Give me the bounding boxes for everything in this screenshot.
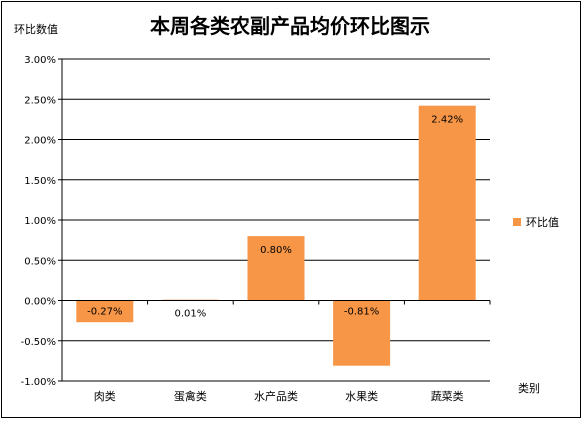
x-tick-label: 肉类 (94, 389, 116, 403)
bar (333, 300, 391, 366)
y-tick-labels: -1.00% -0.50% 0.00% 0.50% 1.00% 1.50% 2.00% 2.5… (21, 55, 56, 388)
data-labels: -0.27% 0.01% 0.80% -0.81% 2.42% (87, 115, 463, 320)
x-tick-label: 水产品类 (254, 389, 298, 403)
x-tick-labels: 肉类 蛋禽类 水产品类 水果类 蔬菜类 (94, 389, 464, 403)
y-tick-label: 0.00% (24, 297, 56, 308)
data-label: 0.80% (260, 245, 292, 256)
y-tick-label: 1.00% (24, 216, 56, 227)
legend-label: 环比值 (526, 216, 559, 229)
x-axis-label: 类别 (518, 381, 540, 395)
legend: 环比值 (513, 216, 559, 229)
y-tick-label: 3.00% (24, 55, 56, 66)
chart-title: 本周各类农副产品均价环比图示 (150, 14, 430, 38)
data-label: -0.27% (87, 307, 122, 318)
y-axis-label: 环比数值 (14, 23, 58, 36)
y-tick-label: 2.50% (24, 95, 56, 106)
axes (61, 59, 491, 381)
bar-group (76, 105, 476, 366)
data-label: 0.01% (175, 309, 207, 320)
x-tick-label: 蛋禽类 (174, 389, 207, 403)
y-tick-label: 2.00% (24, 136, 56, 147)
y-tick-label: 1.50% (24, 176, 56, 187)
data-label: -0.81% (344, 307, 379, 318)
bar (76, 300, 134, 323)
x-tick-label: 水果类 (345, 389, 378, 403)
x-tick-label: 蔬菜类 (431, 389, 464, 403)
y-tick-label: -0.50% (21, 337, 56, 348)
y-tick-label: 0.50% (24, 256, 56, 267)
y-tick-label: -1.00% (21, 377, 56, 388)
bar (247, 236, 305, 301)
legend-swatch (513, 218, 521, 226)
data-label: 2.42% (431, 115, 463, 126)
bar (418, 105, 476, 301)
